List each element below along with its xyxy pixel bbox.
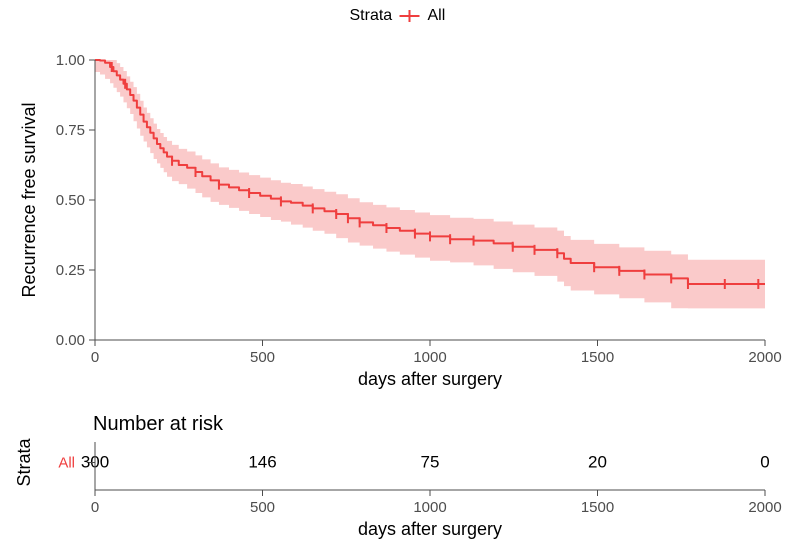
y-axis-title: Recurrence free survival <box>19 102 39 297</box>
legend-title: Strata <box>350 7 393 24</box>
risk-x-tick-label: 500 <box>250 499 275 516</box>
y-tick-label: 0.25 <box>56 262 85 279</box>
risk-value: 75 <box>421 453 440 472</box>
x-tick-label: 2000 <box>748 349 781 366</box>
risk-x-tick-label: 0 <box>91 499 99 516</box>
risk-x-axis-title: days after surgery <box>358 519 502 539</box>
risk-table: Number at riskAll30014675200050010001500… <box>14 413 782 539</box>
x-tick-label: 1500 <box>581 349 614 366</box>
x-tick-label: 0 <box>91 349 99 366</box>
y-tick-label: 0.75 <box>56 122 85 139</box>
x-axis-title: days after surgery <box>358 369 502 389</box>
y-tick-label: 1.00 <box>56 52 85 69</box>
y-tick-label: 0.50 <box>56 192 85 209</box>
risk-table-title: Number at risk <box>93 413 224 435</box>
risk-value: 20 <box>588 453 607 472</box>
risk-y-axis-title: Strata <box>14 438 34 487</box>
risk-value: 0 <box>760 453 769 472</box>
y-tick-label: 0.00 <box>56 332 85 349</box>
risk-x-tick-label: 1500 <box>581 499 614 516</box>
survival-plot: 0 500 1000 1500 2000 0.00 0.25 0.50 0.75 1.00 days… <box>19 52 782 389</box>
risk-strata-label: All <box>58 455 75 472</box>
km-figure: StrataAll05001000150020000.000.250.500.7… <box>0 0 799 551</box>
legend: Strata All <box>350 7 446 24</box>
risk-value: 146 <box>248 453 276 472</box>
x-tick-label: 500 <box>250 349 275 366</box>
legend-item-label: All <box>428 7 446 24</box>
risk-x-tick-label: 2000 <box>748 499 781 516</box>
risk-x-tick-label: 1000 <box>413 499 446 516</box>
x-tick-label: 1000 <box>413 349 446 366</box>
